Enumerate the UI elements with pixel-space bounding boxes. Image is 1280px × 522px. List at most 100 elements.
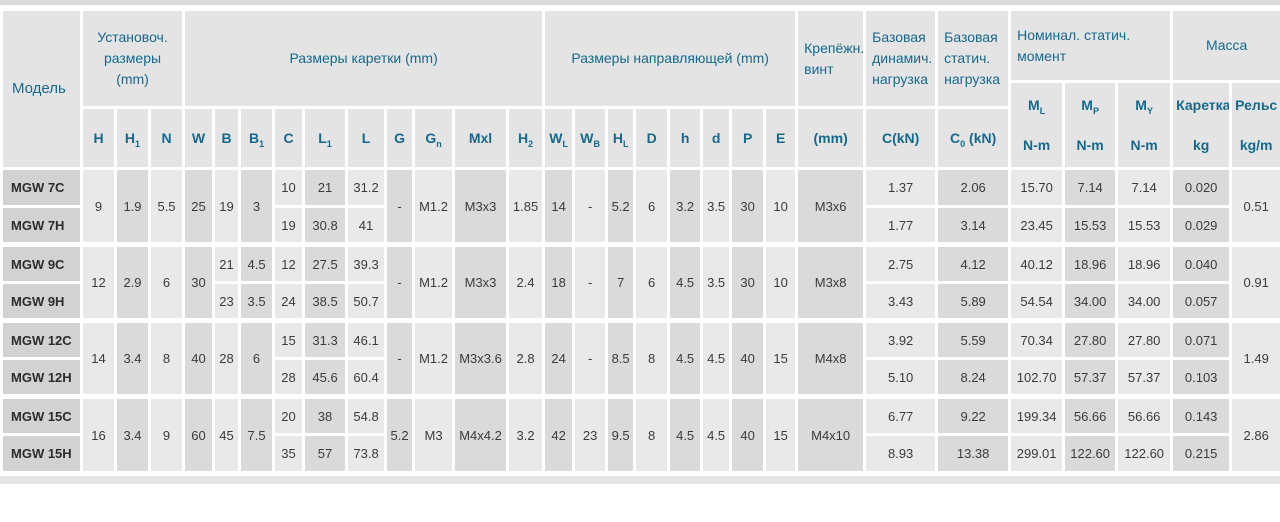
cell-H: 12 xyxy=(80,242,117,322)
cell-L: 54.8 xyxy=(345,394,388,436)
cell-L1: 38 xyxy=(302,394,349,436)
cell-G: - xyxy=(384,242,416,322)
bottom-edge-strip xyxy=(0,476,1280,484)
cell-B1: 7.5 xyxy=(238,394,276,474)
cell-rail: 0.51 xyxy=(1229,167,1280,246)
col-header-G: G xyxy=(384,106,416,170)
cell-HL: 5.2 xyxy=(605,167,637,246)
model-cell: MGW 12C xyxy=(0,318,83,360)
cell-cart: 0.020 xyxy=(1170,167,1233,208)
cell-W: 30 xyxy=(182,242,216,322)
cell-C0_kN: 2.06 xyxy=(935,167,1012,208)
cell-H2: 2.4 xyxy=(506,242,546,322)
cell-C: 28 xyxy=(272,357,306,398)
col-header-ML: ML N-m xyxy=(1008,80,1066,170)
cell-h: 4.5 xyxy=(667,242,704,322)
cell-MY: 18.96 xyxy=(1115,242,1174,284)
cell-rail: 2.86 xyxy=(1229,394,1280,474)
col-header-rail: Рельс kg/m xyxy=(1229,80,1280,170)
cell-N: 9 xyxy=(147,394,186,474)
col-header-h: h xyxy=(667,106,704,170)
group-header-mounting-screw: Крепёжн. винт xyxy=(795,7,867,110)
cell-C_kN: 5.10 xyxy=(863,357,939,398)
col-header-HL: HL xyxy=(605,106,637,170)
cell-L1: 38.5 xyxy=(302,281,349,322)
col-header-screw: (mm) xyxy=(795,106,867,170)
cell-MP: 56.66 xyxy=(1062,394,1119,436)
cell-N: 6 xyxy=(147,242,186,322)
catalog-spec-page: Модель Установоч. размеры (mm) Размеры кар… xyxy=(0,0,1280,484)
cell-H: 9 xyxy=(80,167,117,246)
col-header-C: C xyxy=(272,106,306,170)
cell-rail: 1.49 xyxy=(1229,318,1280,398)
cell-P: 40 xyxy=(729,318,767,398)
cell-L: 60.4 xyxy=(345,357,388,398)
cell-cart: 0.215 xyxy=(1170,433,1233,474)
col-header-B: B xyxy=(212,106,242,170)
cell-L: 41 xyxy=(345,205,388,246)
cell-C0_kN: 4.12 xyxy=(935,242,1012,284)
cell-Mxl: M3x3 xyxy=(452,242,510,322)
cell-C_kN: 2.75 xyxy=(863,242,939,284)
cell-d: 4.5 xyxy=(700,394,733,474)
cell-WB: - xyxy=(572,242,609,322)
model-cell: MGW 9H xyxy=(0,281,83,322)
cell-cart: 0.103 xyxy=(1170,357,1233,398)
cell-P: 30 xyxy=(729,167,767,246)
cell-D: 6 xyxy=(633,167,671,246)
cell-cart: 0.071 xyxy=(1170,318,1233,360)
cell-H1: 3.4 xyxy=(114,394,151,474)
cell-WB: 23 xyxy=(572,394,609,474)
cell-Gn: M1.2 xyxy=(412,167,456,246)
col-header-H1: H1 xyxy=(114,106,151,170)
cell-ML: 15.70 xyxy=(1008,167,1066,208)
cell-L1: 30.8 xyxy=(302,205,349,246)
cell-ML: 54.54 xyxy=(1008,281,1066,322)
group-header-carriage-dims: Размеры каретки (mm) xyxy=(182,7,546,110)
col-header-Mxl: Mxl xyxy=(452,106,510,170)
cell-E: 10 xyxy=(763,242,799,322)
cell-MY: 122.60 xyxy=(1115,433,1174,474)
cell-MY: 15.53 xyxy=(1115,205,1174,246)
cell-MP: 57.37 xyxy=(1062,357,1119,398)
cell-ML: 70.34 xyxy=(1008,318,1066,360)
col-header-E: E xyxy=(763,106,799,170)
spec-table-header: Модель Установоч. размеры (mm) Размеры кар… xyxy=(0,7,1280,170)
cell-h: 3.2 xyxy=(667,167,704,246)
cell-H2: 1.85 xyxy=(506,167,546,246)
cell-rail: 0.91 xyxy=(1229,242,1280,322)
spec-table-body: MGW 7C 9 1.9 5.5 25 19 3 10 21 31.2- M1.2 M3x3 1.85 1… xyxy=(0,167,1280,474)
cell-ML: 299.01 xyxy=(1008,433,1066,474)
cell-G: 5.2 xyxy=(384,394,416,474)
col-header-model: Модель xyxy=(0,8,83,170)
cell-ML: 199.34 xyxy=(1008,394,1066,436)
cell-cart: 0.040 xyxy=(1170,242,1233,284)
cell-B1: 4.5 xyxy=(238,242,276,284)
cell-HL: 9.5 xyxy=(605,394,637,474)
cell-E: 10 xyxy=(763,167,799,246)
cell-screw: M3x8 xyxy=(795,242,867,322)
group-header-static-moment: Номинал. статич. момент xyxy=(1008,8,1174,83)
cell-screw: M4x8 xyxy=(795,318,867,398)
group-header-mass: Масса xyxy=(1170,8,1280,83)
cell-C_kN: 1.77 xyxy=(863,205,939,246)
cell-P: 30 xyxy=(729,242,767,322)
cell-C0_kN: 8.24 xyxy=(935,357,1012,398)
cell-L: 31.2 xyxy=(345,167,388,208)
cell-WL: 24 xyxy=(542,318,576,398)
cell-C0_kN: 9.22 xyxy=(935,394,1012,436)
cell-ML: 40.12 xyxy=(1008,242,1066,284)
cell-B: 45 xyxy=(212,394,242,474)
cell-C: 19 xyxy=(272,205,306,246)
col-header-L1: L1 xyxy=(302,106,349,170)
cell-L1: 45.6 xyxy=(302,357,349,398)
cell-d: 3.5 xyxy=(700,167,733,246)
cell-H2: 2.8 xyxy=(506,318,546,398)
cell-C: 20 xyxy=(272,394,306,436)
cell-B: 21 xyxy=(212,242,242,284)
cell-C0_kN: 5.59 xyxy=(935,318,1012,360)
cell-MP: 27.80 xyxy=(1062,318,1119,360)
cell-screw: M4x10 xyxy=(795,394,867,474)
cell-C0_kN: 5.89 xyxy=(935,281,1012,322)
col-header-MP: MP N-m xyxy=(1062,80,1119,170)
